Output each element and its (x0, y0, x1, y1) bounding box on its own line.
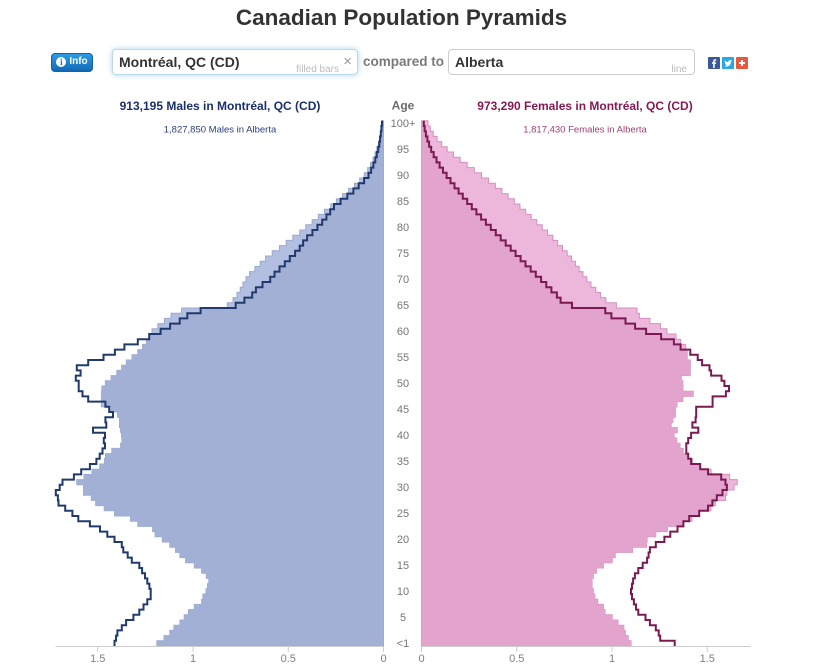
svg-text:0.5: 0.5 (509, 653, 524, 665)
svg-text:<1: <1 (397, 638, 410, 650)
svg-text:60: 60 (397, 326, 409, 338)
svg-text:35: 35 (397, 456, 409, 468)
svg-text:Age: Age (392, 99, 415, 113)
svg-text:973,290 Females in Montréal, Q: 973,290 Females in Montréal, QC (CD) (477, 99, 692, 113)
svg-text:30: 30 (397, 482, 409, 494)
svg-text:25: 25 (397, 508, 409, 520)
svg-text:0: 0 (380, 653, 386, 665)
svg-text:0: 0 (418, 653, 424, 665)
svg-text:1: 1 (190, 653, 196, 665)
svg-text:45: 45 (397, 404, 409, 416)
svg-text:1,817,430 Females in Alberta: 1,817,430 Females in Alberta (523, 125, 647, 136)
svg-text:65: 65 (397, 300, 409, 312)
svg-text:1.5: 1.5 (700, 653, 715, 665)
svg-text:55: 55 (397, 352, 409, 364)
svg-text:1.5: 1.5 (90, 653, 105, 665)
svg-text:80: 80 (397, 222, 409, 234)
svg-text:90: 90 (397, 170, 409, 182)
svg-text:70: 70 (397, 274, 409, 286)
svg-text:913,195 Males in Montréal, QC: 913,195 Males in Montréal, QC (CD) (120, 99, 321, 113)
svg-text:75: 75 (397, 248, 409, 260)
svg-text:0.5: 0.5 (281, 653, 296, 665)
svg-text:15: 15 (397, 560, 409, 572)
svg-text:1,827,850 Males in Alberta: 1,827,850 Males in Alberta (164, 125, 277, 136)
svg-text:20: 20 (397, 534, 409, 546)
svg-text:100+: 100+ (391, 118, 416, 130)
svg-text:85: 85 (397, 196, 409, 208)
svg-text:1: 1 (609, 653, 615, 665)
svg-text:50: 50 (397, 378, 409, 390)
svg-text:95: 95 (397, 144, 409, 156)
svg-text:40: 40 (397, 430, 409, 442)
svg-text:5: 5 (400, 612, 406, 624)
svg-text:10: 10 (397, 586, 409, 598)
